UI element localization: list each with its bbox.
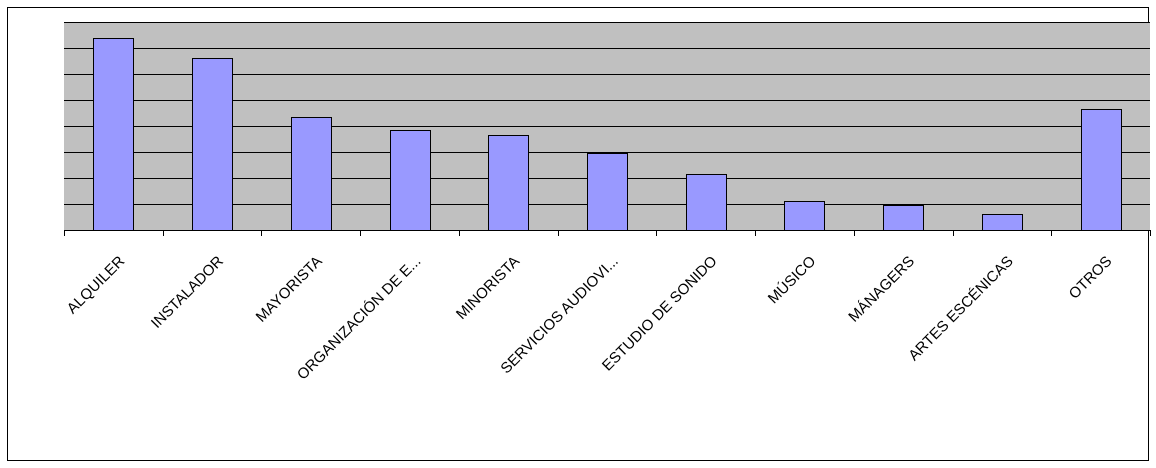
bars [93,38,1122,231]
x-ticks [64,230,1151,236]
bar [291,117,332,231]
bar [784,201,825,231]
bar [686,174,727,231]
bar [982,214,1023,231]
bar [883,205,924,231]
bar [192,58,233,231]
bar [93,38,134,231]
bar [587,153,628,231]
bar [488,135,529,231]
gridlines [64,22,1150,205]
bar [390,130,431,231]
bar [1081,109,1122,231]
